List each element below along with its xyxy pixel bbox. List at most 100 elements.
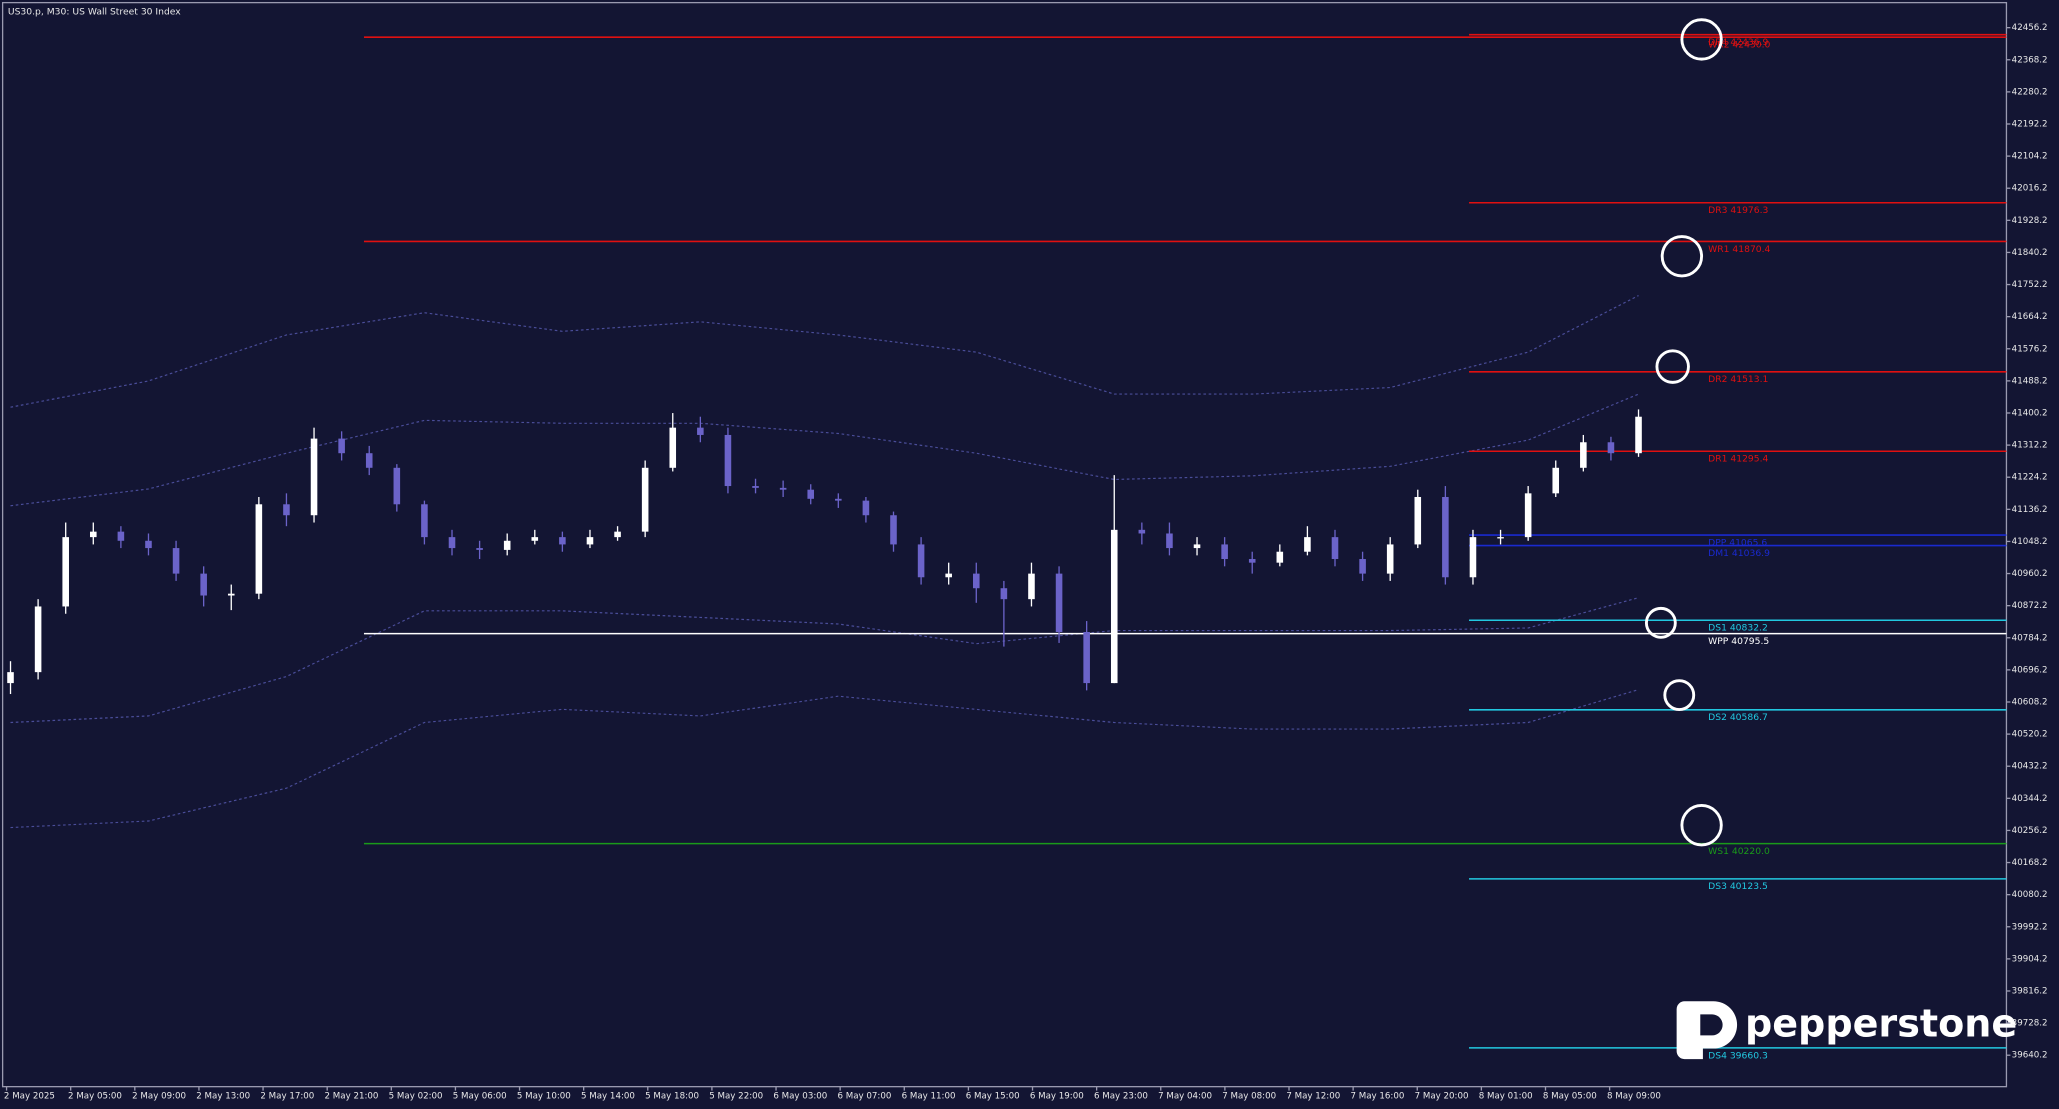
y-tick-label: 40608.2 — [2012, 697, 2048, 707]
x-tick-label: 5 May 18:00 — [645, 1091, 699, 1101]
y-tick-label: 39904.2 — [2012, 954, 2048, 964]
y-tick-label: 39728.2 — [2012, 1019, 2048, 1029]
level-label: WR2 42430.0 — [1708, 40, 1770, 51]
level-label: DS1 40832.2 — [1708, 623, 1768, 634]
x-tick-label: 7 May 04:00 — [1158, 1091, 1212, 1101]
y-tick-label: 41840.2 — [2012, 248, 2048, 258]
candle-body — [34, 606, 42, 673]
level-label: DR1 41295.4 — [1708, 454, 1768, 465]
y-tick-label: 39992.2 — [2012, 922, 2048, 932]
y-tick-label: 41048.2 — [2012, 537, 2048, 547]
y-tick-label: 41312.2 — [2012, 441, 2048, 451]
x-tick-label: 2 May 09:00 — [132, 1091, 186, 1101]
x-tick-label: 7 May 16:00 — [1351, 1091, 1405, 1101]
y-tick-label: 40872.2 — [2012, 601, 2048, 611]
candle-body — [62, 537, 69, 607]
x-tick-label: 2 May 05:00 — [68, 1091, 122, 1101]
chart-title: US30.p, M30: US Wall Street 30 Index — [8, 6, 181, 17]
circle — [1655, 349, 1690, 384]
x-tick-label: 8 May 01:00 — [1479, 1091, 1533, 1101]
y-tick-label: 42456.2 — [2012, 23, 2048, 33]
candle-body — [1607, 442, 1615, 454]
y-tick-label: 42016.2 — [2012, 184, 2048, 194]
candle-body — [862, 500, 870, 516]
band-line — [10, 689, 1639, 829]
candle-body — [1221, 544, 1228, 560]
candle-body — [586, 537, 594, 545]
y-tick-label: 41488.2 — [2012, 376, 2048, 386]
level-label: DS4 39660.3 — [1708, 1050, 1768, 1061]
candle-body — [697, 427, 704, 435]
y-tick-label: 39640.2 — [2012, 1051, 2048, 1061]
y-tick-label: 41752.2 — [2012, 280, 2048, 290]
candle-body — [1386, 544, 1394, 574]
circle — [1644, 606, 1677, 639]
candle-body — [1055, 573, 1063, 633]
y-tick-label: 40432.2 — [2012, 762, 2048, 772]
y-tick-label: 41928.2 — [2012, 216, 2048, 226]
candle-body — [1304, 537, 1311, 552]
band-line — [10, 295, 1639, 408]
circle — [1660, 235, 1704, 278]
candle-body — [945, 573, 952, 578]
y-tick-label: 40344.2 — [2012, 794, 2048, 804]
annotation-circles — [1644, 18, 1723, 847]
y-tick-label: 40696.2 — [2012, 665, 2048, 675]
candle-body — [835, 498, 842, 501]
candle-body — [283, 504, 290, 516]
y-tick-label: 41400.2 — [2012, 408, 2048, 418]
candle-body — [1497, 537, 1504, 539]
candle-body — [779, 487, 787, 490]
candle-body — [669, 427, 677, 468]
candle-body — [1552, 467, 1560, 494]
candle-body — [1580, 442, 1587, 468]
y-tick-label: 40520.2 — [2012, 730, 2048, 740]
y-tick-label: 42368.2 — [2012, 55, 2048, 65]
x-tick-label: 7 May 20:00 — [1415, 1091, 1469, 1101]
level-label: WPP 40795.5 — [1708, 636, 1769, 647]
level-label: DPP 41065.6 — [1708, 537, 1767, 548]
candle-body — [393, 467, 401, 505]
candle-body — [172, 548, 180, 574]
candle-body — [310, 438, 318, 516]
candle-body — [1469, 537, 1477, 578]
x-tick-label: 6 May 07:00 — [838, 1091, 892, 1101]
candle-body — [1166, 533, 1173, 549]
candle-body — [227, 593, 235, 596]
x-tick-label: 6 May 15:00 — [966, 1091, 1020, 1101]
level-label: DS3 40123.5 — [1708, 881, 1768, 892]
level-label: WR1 41870.4 — [1708, 244, 1770, 255]
x-tick-label: 8 May 05:00 — [1543, 1091, 1597, 1101]
candle-body — [365, 453, 373, 468]
candle-body — [1524, 493, 1532, 538]
circle — [1680, 18, 1723, 61]
candle-body — [1193, 544, 1201, 549]
candle-body — [1110, 529, 1118, 684]
candle-body — [421, 504, 428, 538]
level-label: WS1 40220.0 — [1708, 846, 1770, 857]
y-tick-label: 41136.2 — [2012, 505, 2048, 515]
candle-body — [7, 672, 14, 684]
candle-body — [1000, 588, 1008, 600]
x-tick-label: 5 May 22:00 — [709, 1091, 763, 1101]
candle-body — [1442, 496, 1449, 578]
x-tick-label: 5 May 10:00 — [517, 1091, 571, 1101]
candle-body — [338, 438, 345, 454]
y-tick-label: 41576.2 — [2012, 344, 2048, 354]
y-tick-label: 41664.2 — [2012, 312, 2048, 322]
candle-body — [972, 573, 980, 589]
candle-body — [90, 531, 97, 538]
candle-body — [724, 434, 732, 487]
candle-body — [1359, 559, 1366, 574]
x-tick-label: 2 May 2025 — [4, 1091, 55, 1101]
x-tick-label: 6 May 19:00 — [1030, 1091, 1084, 1101]
plot-frame — [1, 1, 2008, 1088]
y-tick-label: 42280.2 — [2012, 87, 2048, 97]
x-tick-label: 5 May 06:00 — [453, 1091, 507, 1101]
level-label: DS2 40586.7 — [1708, 712, 1768, 723]
candle-body — [503, 540, 511, 550]
y-tick-label: 40784.2 — [2012, 633, 2048, 643]
